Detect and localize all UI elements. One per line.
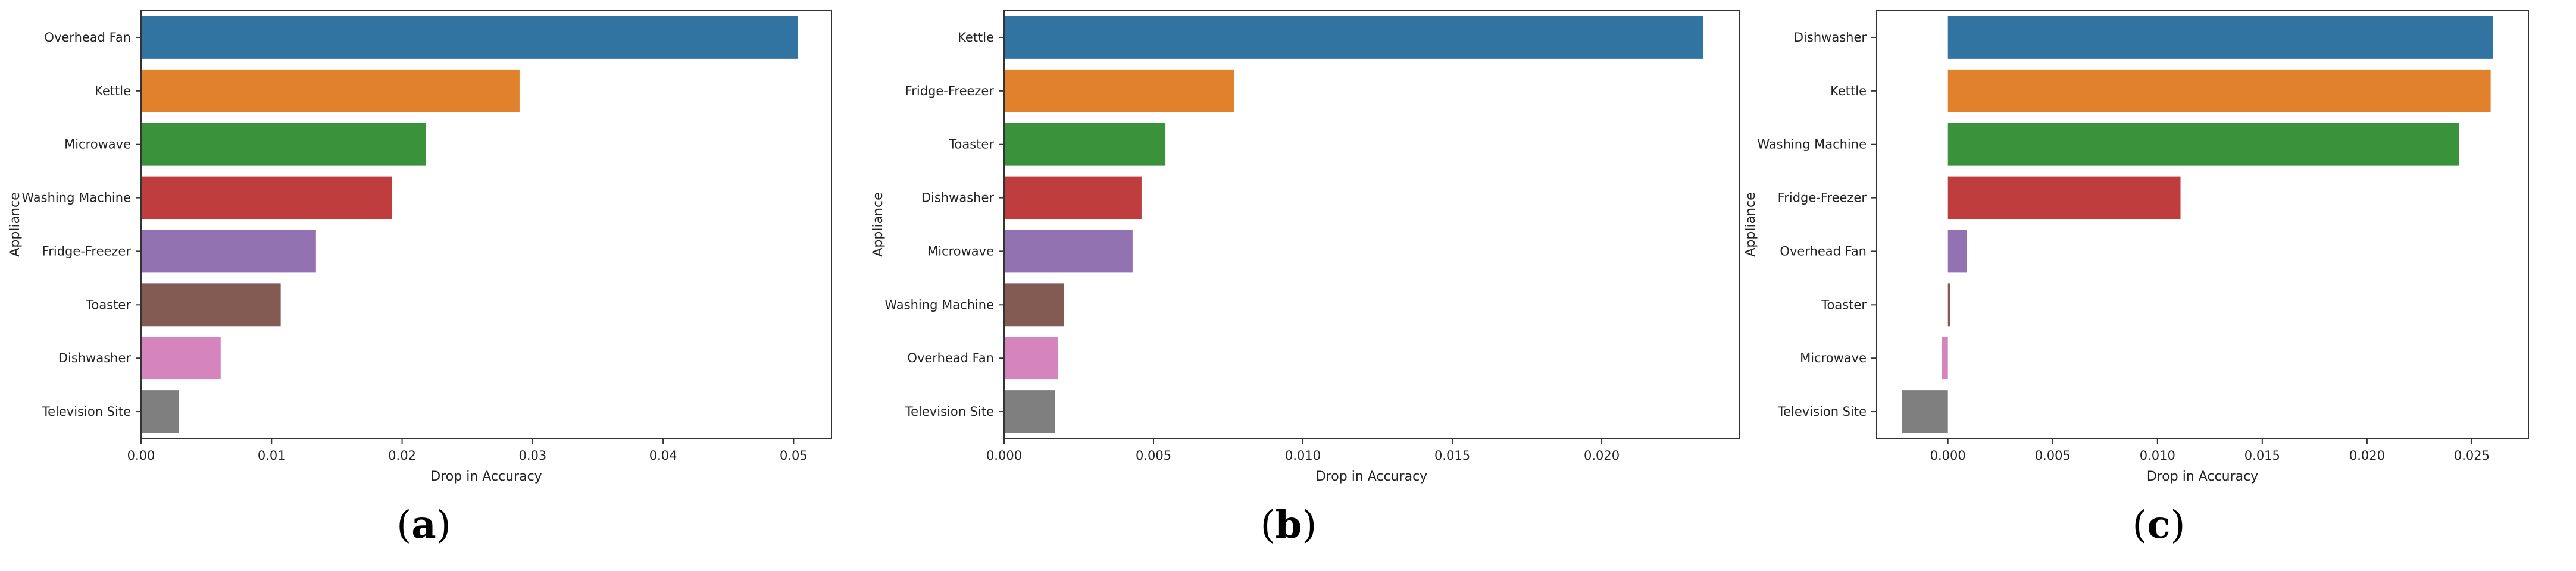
bar-dishwasher — [141, 337, 221, 380]
bar-kettle — [1947, 69, 2491, 112]
x-tick-label: 0.015 — [1434, 448, 1470, 463]
plot-frame — [1003, 10, 1740, 439]
y-tick-label: Toaster — [85, 297, 131, 312]
x-tick-label: 0.05 — [780, 448, 808, 463]
y-tick-label: Washing Machine — [21, 191, 131, 205]
bar-television-site — [141, 390, 179, 434]
bar-microwave — [1004, 230, 1133, 273]
x-tick-label: 0.03 — [518, 448, 546, 463]
bar-toaster — [1004, 123, 1166, 166]
bar-fridge-freezer — [1947, 176, 2181, 219]
y-tick-label: Television Site — [42, 404, 131, 419]
x-tick-label: 0.025 — [2454, 448, 2490, 463]
x-axis-label: Drop in Accuracy — [2147, 469, 2258, 484]
bar-toaster — [1947, 283, 1950, 327]
bar-kettle — [1004, 15, 1703, 59]
bar-television-site — [1004, 390, 1055, 434]
plot-frame — [1876, 10, 2529, 439]
y-tick-label: Dishwasher — [58, 351, 131, 365]
y-tick-label: Microwave — [1800, 351, 1867, 365]
x-tick-label: 0.010 — [2140, 448, 2175, 463]
y-tick-label: Microwave — [64, 137, 131, 152]
bar-washing-machine — [1004, 283, 1064, 327]
x-tick-label: 0.005 — [1136, 448, 1171, 463]
y-tick-label: Overhead Fan — [907, 351, 994, 365]
bar-overhead-fan — [141, 15, 798, 59]
plot-frame — [140, 10, 832, 439]
caption-a: (a) — [396, 503, 451, 547]
y-tick-label: Television Site — [905, 404, 994, 419]
y-axis-label: Appliance — [1743, 192, 1758, 256]
y-tick-label: Microwave — [927, 244, 994, 258]
x-axis-label: Drop in Accuracy — [1316, 469, 1427, 484]
y-tick-label: Fridge-Freezer — [1778, 191, 1867, 205]
x-axis-label: Drop in Accuracy — [430, 469, 542, 484]
bar-fridge-freezer — [1004, 69, 1234, 112]
bar-overhead-fan — [1947, 230, 1967, 273]
x-tick-label: 0.04 — [649, 448, 677, 463]
bar-dishwasher — [1947, 15, 2493, 59]
y-tick-label: Toaster — [948, 137, 994, 152]
y-tick-label: Washing Machine — [1757, 137, 1867, 152]
bar-microwave — [141, 123, 426, 166]
bar-fridge-freezer — [141, 230, 316, 273]
caption-b: (b) — [1260, 503, 1317, 547]
y-tick-label: Kettle — [95, 84, 131, 98]
y-tick-label: Fridge-Freezer — [42, 244, 132, 258]
x-tick-label: 0.015 — [2244, 448, 2280, 463]
bar-washing-machine — [1947, 123, 2459, 166]
chart-panel-b: Kettle Fridge-Freezer Toaster Dishwasher Mic… — [871, 10, 1740, 484]
y-tick-label: Overhead Fan — [1780, 244, 1867, 258]
caption-c: (c) — [2132, 503, 2186, 547]
x-tick-label: 0.02 — [388, 448, 416, 463]
x-tick-label: 0.000 — [986, 448, 1022, 463]
y-tick-label: Toaster — [1821, 297, 1867, 312]
y-tick-label: Overhead Fan — [44, 30, 131, 45]
bar-microwave — [1942, 337, 1948, 380]
chart-panel-a: Overhead Fan Kettle Microwave Washing Machi… — [8, 10, 832, 484]
y-axis-label: Appliance — [8, 192, 23, 256]
bar-toaster — [141, 283, 281, 327]
x-tick-label: 0.005 — [2035, 448, 2071, 463]
x-tick-label: 0.020 — [1584, 448, 1620, 463]
x-tick-label: 0.01 — [258, 448, 286, 463]
y-tick-label: Fridge-Freezer — [905, 84, 995, 98]
y-tick-label: Dishwasher — [921, 191, 994, 205]
bar-kettle — [141, 69, 520, 112]
y-tick-label: Washing Machine — [884, 297, 994, 312]
x-tick-label: 0.010 — [1285, 448, 1321, 463]
bar-overhead-fan — [1004, 337, 1058, 380]
y-tick-label: Television Site — [1777, 404, 1867, 419]
bar-washing-machine — [141, 176, 392, 219]
y-axis-label: Appliance — [871, 192, 886, 256]
x-tick-label: 0.020 — [2349, 448, 2385, 463]
chart-panel-c: Dishwasher Kettle Washing Machine Fridge-Fr… — [1743, 10, 2529, 484]
y-tick-label: Dishwasher — [1794, 30, 1867, 45]
x-tick-label: 0.00 — [127, 448, 155, 463]
bar-television-site — [1902, 390, 1948, 434]
y-tick-label: Kettle — [958, 30, 994, 45]
y-tick-label: Kettle — [1830, 84, 1867, 98]
bar-dishwasher — [1004, 176, 1142, 219]
x-tick-label: 0.000 — [1930, 448, 1966, 463]
